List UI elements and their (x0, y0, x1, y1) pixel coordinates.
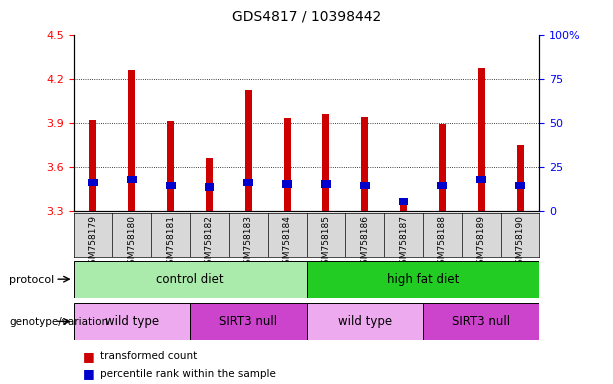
Text: GSM758180: GSM758180 (128, 215, 136, 270)
Bar (361, 117, 368, 211)
Bar (89, 120, 96, 211)
Bar (517, 145, 524, 211)
Bar (166, 182, 175, 189)
Bar (439, 124, 446, 211)
Text: SIRT3 null: SIRT3 null (452, 315, 510, 328)
Text: GSM758183: GSM758183 (244, 215, 253, 270)
Text: GSM758182: GSM758182 (205, 215, 214, 270)
Bar (478, 68, 485, 211)
Text: GSM758185: GSM758185 (321, 215, 330, 270)
Text: control diet: control diet (156, 273, 224, 286)
Text: GSM758187: GSM758187 (399, 215, 408, 270)
Text: high fat diet: high fat diet (387, 273, 459, 286)
Bar (306, 261, 539, 298)
Text: percentile rank within the sample: percentile rank within the sample (100, 369, 276, 379)
Text: GSM758181: GSM758181 (166, 215, 175, 270)
Bar (245, 91, 252, 211)
Bar (476, 176, 486, 183)
Text: GSM758189: GSM758189 (477, 215, 485, 270)
Bar (284, 118, 291, 211)
Text: GSM758186: GSM758186 (360, 215, 369, 270)
Bar (243, 179, 253, 186)
Bar (167, 121, 174, 211)
Text: GSM758184: GSM758184 (283, 215, 292, 270)
Bar (127, 176, 137, 183)
Text: wild type: wild type (105, 315, 159, 328)
Bar (88, 179, 98, 186)
Bar (205, 183, 215, 190)
Text: GSM758188: GSM758188 (438, 215, 447, 270)
Bar (423, 303, 539, 340)
Text: genotype/variation: genotype/variation (9, 317, 109, 327)
Text: SIRT3 null: SIRT3 null (219, 315, 277, 328)
Bar (128, 70, 135, 211)
Bar (400, 204, 407, 211)
Bar (360, 182, 370, 189)
Bar (74, 303, 190, 340)
Text: GDS4817 / 10398442: GDS4817 / 10398442 (232, 10, 381, 23)
Bar (74, 261, 306, 298)
Bar (206, 158, 213, 211)
Text: GSM758179: GSM758179 (88, 215, 97, 270)
Text: ■: ■ (83, 367, 94, 380)
Bar (438, 182, 447, 189)
Bar (398, 198, 408, 205)
Bar (515, 182, 525, 189)
Bar (322, 114, 329, 211)
Bar (321, 180, 331, 188)
Text: protocol: protocol (9, 275, 55, 285)
Bar (306, 303, 423, 340)
Bar (282, 180, 292, 188)
Text: ■: ■ (83, 350, 94, 363)
Text: wild type: wild type (338, 315, 392, 328)
Bar (190, 303, 306, 340)
Text: transformed count: transformed count (100, 351, 197, 361)
Text: GSM758190: GSM758190 (516, 215, 525, 270)
